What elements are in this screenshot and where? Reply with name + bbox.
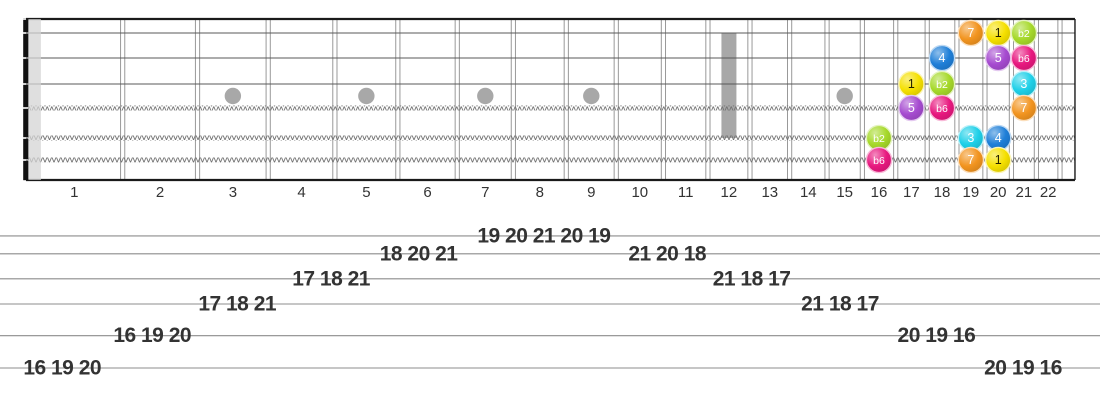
- svg-text:1: 1: [995, 26, 1002, 40]
- svg-text:b2: b2: [873, 133, 885, 145]
- svg-text:20 19 16: 20 19 16: [898, 324, 976, 347]
- svg-text:b6: b6: [873, 155, 885, 167]
- svg-text:12: 12: [721, 184, 738, 201]
- svg-text:19 20 21 20 19: 19 20 21 20 19: [477, 224, 610, 247]
- svg-text:11: 11: [678, 184, 694, 201]
- svg-text:6: 6: [423, 184, 431, 201]
- svg-text:2: 2: [156, 184, 164, 201]
- svg-text:9: 9: [587, 184, 595, 201]
- svg-text:5: 5: [362, 184, 370, 201]
- svg-text:4: 4: [939, 51, 946, 65]
- svg-text:5: 5: [995, 51, 1002, 65]
- svg-text:18 20 21: 18 20 21: [380, 242, 459, 265]
- svg-text:b2: b2: [1018, 28, 1030, 40]
- svg-text:22: 22: [1040, 184, 1057, 201]
- svg-text:b2: b2: [936, 79, 948, 91]
- svg-text:16 19 20: 16 19 20: [23, 357, 101, 380]
- svg-text:17 18 21: 17 18 21: [198, 293, 277, 316]
- svg-text:b6: b6: [936, 103, 948, 115]
- svg-text:20: 20: [990, 184, 1007, 201]
- svg-text:8: 8: [536, 184, 544, 201]
- svg-text:15: 15: [836, 184, 853, 201]
- svg-text:b6: b6: [1018, 53, 1030, 65]
- svg-text:21: 21: [1016, 184, 1033, 201]
- svg-text:3: 3: [967, 131, 974, 145]
- svg-text:7: 7: [967, 26, 974, 40]
- svg-text:4: 4: [995, 131, 1002, 145]
- svg-text:1: 1: [908, 77, 915, 91]
- svg-text:7: 7: [481, 184, 489, 201]
- svg-text:4: 4: [297, 184, 305, 201]
- svg-text:17 18 21: 17 18 21: [292, 267, 371, 290]
- svg-text:5: 5: [908, 101, 915, 115]
- svg-text:16: 16: [871, 184, 888, 201]
- svg-text:1: 1: [70, 184, 78, 201]
- svg-text:21 18 17: 21 18 17: [801, 293, 879, 316]
- svg-text:1: 1: [995, 153, 1002, 167]
- svg-text:14: 14: [800, 184, 817, 201]
- svg-text:7: 7: [1020, 101, 1027, 115]
- svg-text:21 20 18: 21 20 18: [628, 242, 707, 265]
- svg-text:17: 17: [903, 184, 920, 201]
- svg-text:18: 18: [934, 184, 951, 201]
- svg-text:3: 3: [1020, 77, 1027, 91]
- svg-text:21 18 17: 21 18 17: [713, 267, 791, 290]
- svg-text:16 19 20: 16 19 20: [113, 324, 191, 347]
- svg-text:10: 10: [631, 184, 648, 201]
- svg-text:19: 19: [963, 184, 980, 201]
- svg-text:7: 7: [967, 153, 974, 167]
- svg-text:13: 13: [761, 184, 778, 201]
- svg-text:3: 3: [229, 184, 237, 201]
- svg-text:20 19 16: 20 19 16: [984, 357, 1062, 380]
